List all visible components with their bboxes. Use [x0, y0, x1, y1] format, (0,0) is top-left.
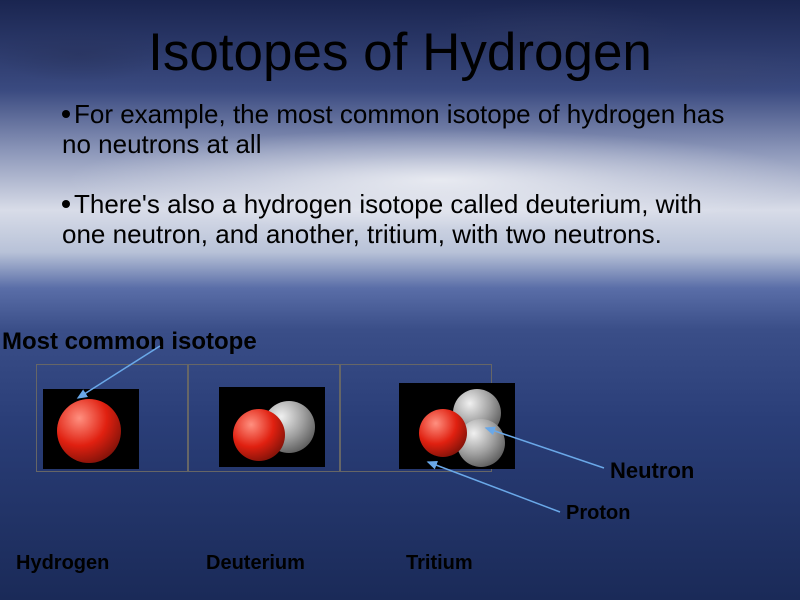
label-hydrogen: Hydrogen	[16, 552, 109, 575]
tritium-proton-sphere	[419, 409, 467, 457]
tritium-image	[399, 383, 515, 469]
label-neutron: Neutron	[610, 458, 694, 484]
cell-tritium	[340, 364, 492, 472]
label-proton: Proton	[566, 502, 630, 525]
bullet-2-text: There's also a hydrogen isotope called d…	[62, 189, 702, 249]
bullet-1: For example, the most common isotope of …	[62, 100, 742, 160]
bullet-dot-icon	[62, 110, 70, 118]
bullet-dot-icon	[62, 200, 70, 208]
subheading-most-common: Most common isotope	[2, 328, 257, 356]
deuterium-proton-sphere	[233, 409, 285, 461]
callout-arrows	[0, 0, 800, 600]
cell-deuterium	[188, 364, 340, 472]
cell-hydrogen	[36, 364, 188, 472]
label-tritium: Tritium	[406, 552, 473, 575]
deuterium-image	[219, 387, 325, 467]
hydrogen-image	[43, 389, 139, 469]
bullet-2: There's also a hydrogen isotope called d…	[62, 190, 742, 250]
slide-title: Isotopes of Hydrogen	[0, 22, 800, 83]
label-deuterium: Deuterium	[206, 552, 305, 575]
hydrogen-proton-sphere	[57, 399, 121, 463]
bullet-1-text: For example, the most common isotope of …	[62, 99, 724, 159]
isotope-table	[36, 364, 492, 472]
